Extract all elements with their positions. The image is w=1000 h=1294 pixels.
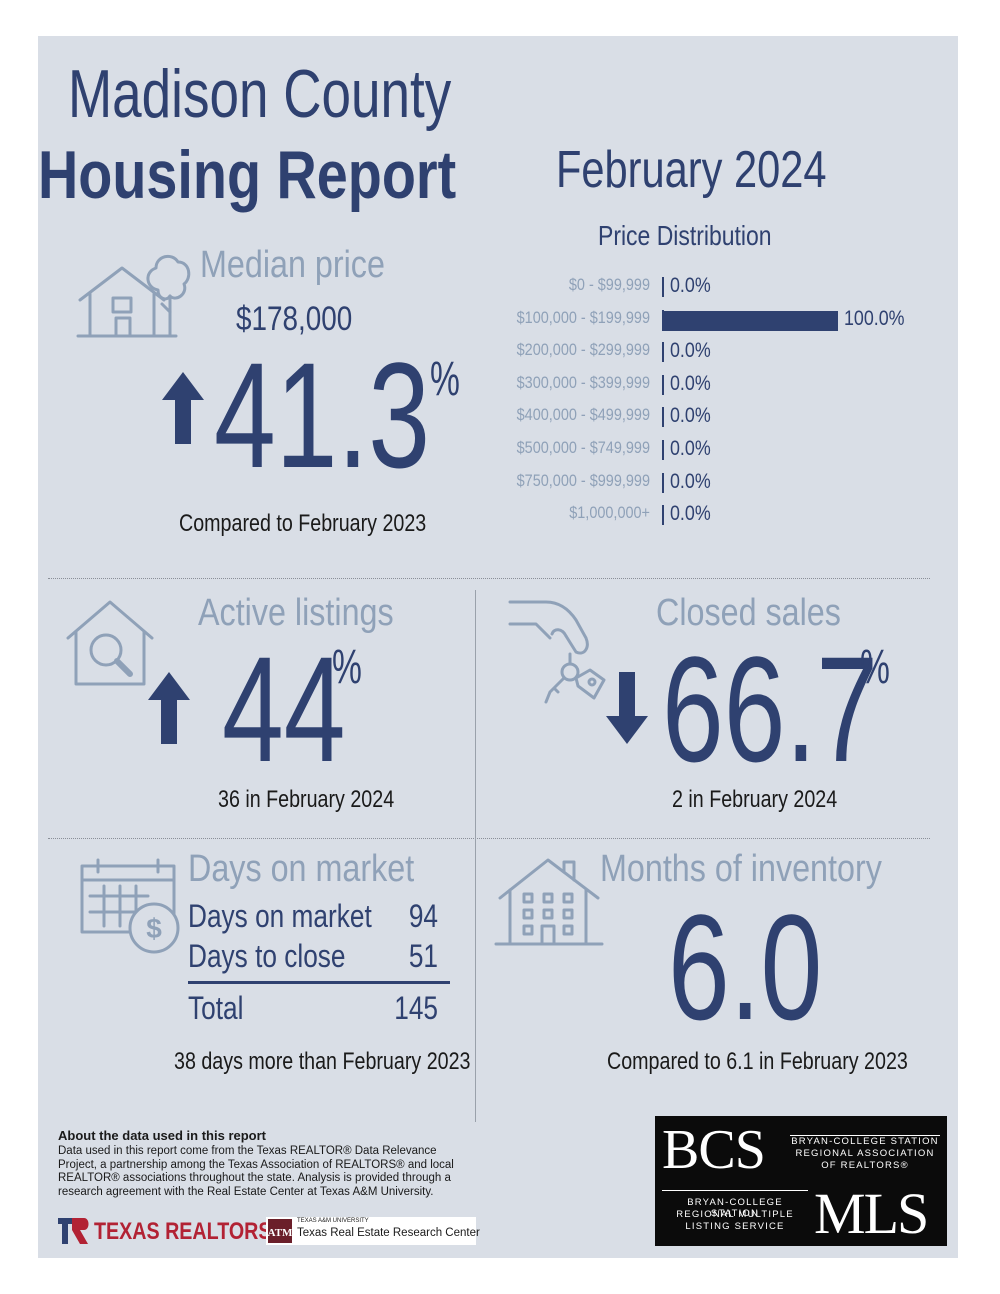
section-divider-vertical (475, 590, 476, 1122)
closed-sales-caption: 2 in February 2024 (672, 786, 838, 813)
price-bar-value: 0.0% (670, 469, 711, 493)
active-listings-heading: Active listings (198, 592, 394, 634)
price-axis-tick (662, 440, 664, 460)
price-range-label: $500,000 - $749,999 (516, 438, 650, 457)
mls-logo-line1: BRYAN-COLLEGE STATION (687, 1197, 783, 1219)
days-on-market-heading: Days on market (188, 848, 415, 890)
bcs-logo-text: BCS (662, 1119, 766, 1181)
arrow-up-icon (148, 672, 190, 744)
median-price-value: $178,000 (236, 300, 353, 338)
median-price-percent-sign: % (430, 353, 460, 406)
dtc-row-value: 51 (408, 938, 438, 974)
price-bar-value: 100.0% (844, 306, 905, 330)
report-title: Housing Report (38, 137, 457, 213)
price-axis-tick (662, 342, 664, 363)
months-inventory-caption: Compared to 6.1 in February 2023 (607, 1048, 908, 1075)
svg-text:ATM: ATM (268, 1227, 292, 1239)
total-rule (188, 981, 450, 984)
months-inventory-value: 6.0 (668, 883, 823, 1051)
arrow-up-icon (162, 372, 204, 444)
texas-realtors-logo-text: TEXAS REALTORS (94, 1218, 272, 1245)
price-range-label: $300,000 - $399,999 (516, 372, 650, 392)
dom-row-label: Days on market (188, 898, 372, 934)
active-listings-percent-sign: % (332, 641, 362, 694)
bcs-logo-line2: REGIONAL ASSOCIATION (795, 1148, 935, 1159)
arrow-down-icon (606, 672, 648, 744)
months-inventory-heading: Months of inventory (600, 848, 882, 890)
total-row-value: 145 (394, 990, 438, 1026)
total-row-label: Total (188, 990, 244, 1026)
chart-title: Price Distribution (598, 220, 772, 251)
price-axis-tick (662, 472, 664, 493)
price-range-label: $100,000 - $199,999 (516, 307, 650, 327)
price-axis-tick (662, 277, 664, 297)
house-search-icon (66, 600, 154, 686)
price-range-label: $200,000 - $299,999 (516, 340, 650, 360)
price-axis-tick (662, 374, 664, 395)
days-on-market-caption: 38 days more than February 2023 (174, 1048, 471, 1075)
price-bar-value: 0.0% (670, 437, 711, 460)
median-price-caption: Compared to February 2023 (179, 510, 427, 537)
about-text: Data used in this report come from the T… (58, 1145, 454, 1198)
price-bar (662, 310, 838, 331)
mls-logo-line3: LISTING SERVICE (685, 1221, 785, 1232)
tamu-atm-icon: ATM (268, 1219, 292, 1243)
price-bar-value: 0.0% (670, 371, 711, 395)
closed-sales-heading: Closed sales (656, 592, 841, 634)
price-bar-value: 0.0% (670, 274, 711, 297)
price-range-label: $750,000 - $999,999 (516, 470, 650, 490)
price-bar-value: 0.0% (670, 404, 711, 428)
report-month: February 2024 (556, 141, 827, 199)
price-bar-value: 0.0% (670, 502, 711, 526)
mls-logo-rule (662, 1190, 808, 1191)
svg-text:$: $ (146, 913, 162, 944)
price-bar-value: 0.0% (670, 339, 711, 363)
calendar-dollar-icon: $ (80, 858, 180, 954)
section-divider-middle (48, 838, 930, 839)
hand-keys-icon (508, 600, 606, 704)
median-price-heading: Median price (200, 244, 385, 286)
tamu-small-text: TEXAS A&M UNIVERSITY (297, 1218, 369, 1224)
report-title-county: Madison County (68, 56, 452, 132)
median-price-change: 41.3 (214, 331, 431, 499)
dom-row-value: 94 (408, 898, 438, 934)
tamu-logo (266, 1217, 476, 1245)
price-range-label: $1,000,000+ (569, 503, 650, 523)
bcs-logo-rule (790, 1135, 940, 1136)
price-axis-tick (662, 505, 664, 526)
closed-sales-change: 66.7 (662, 625, 879, 793)
bcs-mls-logo (655, 1116, 947, 1246)
price-range-label: $0 - $99,999 (568, 275, 650, 294)
price-range-label: $400,000 - $499,999 (516, 405, 650, 425)
report-panel (38, 36, 958, 1258)
house-tree-icon (76, 254, 191, 338)
bcs-logo-line1: BRYAN-COLLEGE STATION (791, 1136, 939, 1147)
dtc-row-label: Days to close (188, 938, 346, 974)
mls-logo-text: MLS (814, 1181, 929, 1246)
tamu-center-text: Texas Real Estate Research Center (297, 1227, 480, 1239)
active-listings-caption: 36 in February 2024 (218, 786, 395, 813)
section-divider-top (48, 578, 930, 579)
about-heading: About the data used in this report (58, 1128, 267, 1143)
active-listings-change: 44 (222, 625, 346, 793)
mls-logo-line2: REGIONAL MULTIPLE (676, 1209, 794, 1220)
closed-sales-percent-sign: % (860, 641, 890, 694)
bcs-logo-line3: OF REALTORS® (821, 1160, 909, 1171)
building-icon (494, 858, 604, 946)
texas-realtors-logo-icon (58, 1218, 89, 1244)
price-axis-tick (662, 407, 664, 428)
